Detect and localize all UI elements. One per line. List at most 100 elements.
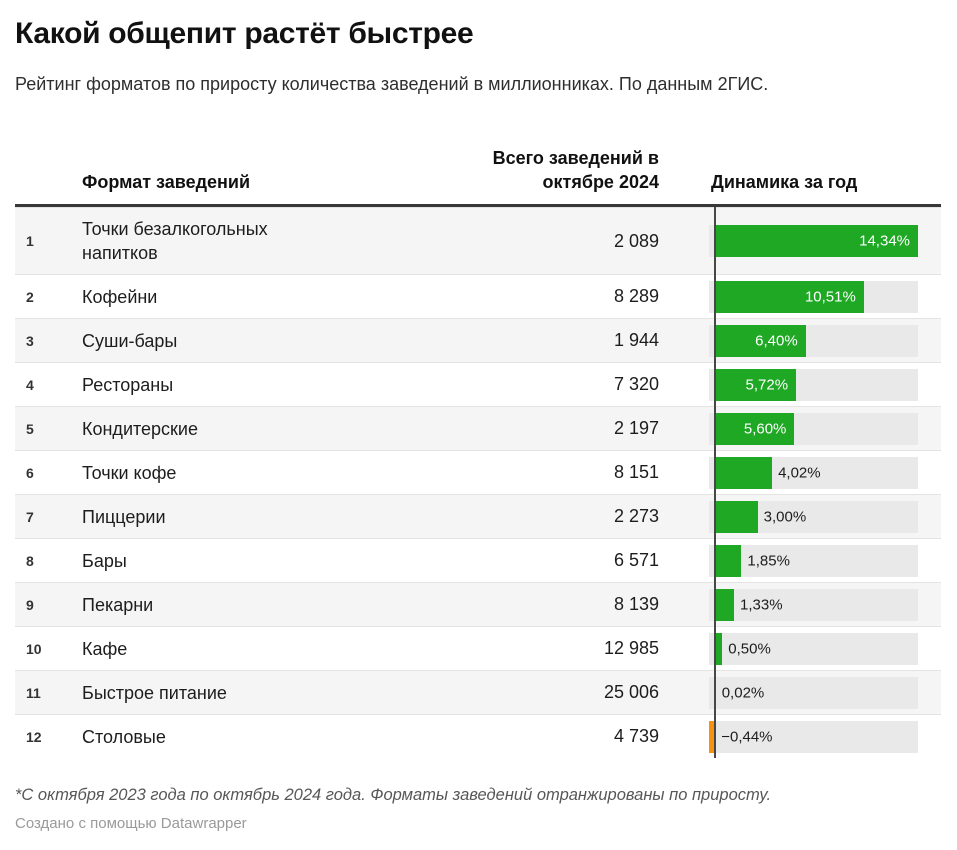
bar-cell: 0,50% bbox=[695, 627, 941, 670]
bar-track bbox=[709, 544, 918, 577]
bar bbox=[715, 324, 806, 357]
format-cell: Точки кофе bbox=[82, 462, 177, 483]
bar bbox=[709, 720, 716, 753]
footnote: *С октября 2023 года по октябрь 2024 год… bbox=[15, 786, 772, 804]
rank-cell: 2 bbox=[26, 288, 34, 305]
total-cell: 2 089 bbox=[613, 230, 659, 251]
bar bbox=[715, 500, 758, 533]
bar-cell: 0,02% bbox=[695, 671, 941, 714]
format-cell: Столовые bbox=[82, 726, 166, 747]
bar-cell: 10,51% bbox=[695, 275, 941, 318]
total-cell: 2 197 bbox=[613, 418, 659, 438]
bar bbox=[715, 225, 918, 257]
rank-cell: 3 bbox=[26, 332, 34, 349]
table-row: 5 Кондитерские 2 197 5,60% bbox=[15, 406, 941, 450]
total-cell: 8 139 bbox=[613, 594, 659, 614]
column-headers: Формат заведений Всего заведений в октяб… bbox=[15, 146, 941, 204]
total-cell: 7 320 bbox=[613, 374, 659, 394]
bar-value-label: 5,72% bbox=[745, 376, 789, 393]
bar-cell: 5,72% bbox=[695, 363, 941, 406]
rank-cell: 4 bbox=[26, 376, 34, 393]
format-cell: Пекарни bbox=[82, 594, 154, 615]
table-row: 11 Быстрое питание 25 006 0,02% bbox=[15, 670, 941, 714]
rank-cell: 5 bbox=[26, 420, 34, 437]
table-row: 1 Точки безалкогольных напитков 2 089 14… bbox=[15, 207, 941, 274]
format-cell: Кондитерские bbox=[82, 418, 198, 439]
rank-cell: 12 bbox=[26, 728, 42, 745]
total-cell: 8 289 bbox=[613, 286, 659, 306]
header-rule bbox=[15, 204, 941, 207]
column-header-dynamics: Динамика за год bbox=[711, 172, 858, 192]
bar-cell: 6,40% bbox=[695, 319, 941, 362]
format-cell: Быстрое питание bbox=[82, 682, 227, 703]
format-cell: Рестораны bbox=[82, 374, 174, 395]
rank-cell: 6 bbox=[26, 464, 34, 481]
table-row: 9 Пекарни 8 139 1,33% bbox=[15, 582, 941, 626]
format-cell: Суши-бары bbox=[82, 330, 178, 351]
total-cell: 1 944 bbox=[613, 330, 659, 350]
column-header-total: Всего заведений в октябре 2024 bbox=[492, 148, 659, 192]
total-cell: 12 985 bbox=[603, 638, 659, 658]
bar bbox=[715, 412, 795, 445]
table-row: 3 Суши-бары 1 944 6,40% bbox=[15, 318, 941, 362]
total-cell: 6 571 bbox=[613, 550, 659, 570]
bar-value-label: 1,85% bbox=[747, 552, 790, 569]
table-row: 12 Столовые 4 739 −0,44% bbox=[15, 714, 941, 758]
bar-value-label: 0,02% bbox=[721, 684, 765, 701]
bar-cell: 5,60% bbox=[695, 407, 941, 450]
rank-cell: 11 bbox=[26, 684, 41, 701]
total-cell: 2 273 bbox=[613, 506, 659, 526]
chart-page: Какой общепит растёт быстрее Рейтинг фор… bbox=[15, 17, 941, 832]
page-subtitle: Рейтинг форматов по приросту количества … bbox=[15, 74, 769, 94]
bar-track bbox=[709, 720, 918, 753]
bar-track bbox=[709, 632, 918, 665]
bar bbox=[715, 456, 773, 489]
bar-cell: 14,34% bbox=[695, 208, 941, 274]
table-row: 7 Пиццерии 2 273 3,00% bbox=[15, 494, 941, 538]
table-row: 6 Точки кофе 8 151 4,02% bbox=[15, 450, 941, 494]
bar-cell: 3,00% bbox=[695, 495, 941, 538]
bar-cell: −0,44% bbox=[695, 715, 941, 758]
bar-value-label: −0,44% bbox=[721, 728, 773, 745]
bar-value-label: 14,34% bbox=[859, 232, 910, 250]
table-row: 2 Кофейни 8 289 10,51% bbox=[15, 274, 941, 318]
bar-cell: 4,02% bbox=[695, 451, 941, 494]
total-cell: 4 739 bbox=[613, 726, 659, 746]
bar-value-label: 0,50% bbox=[728, 640, 771, 657]
bar-value-label: 1,33% bbox=[740, 596, 783, 613]
rank-cell: 10 bbox=[26, 640, 42, 657]
bar-value-label: 4,02% bbox=[778, 464, 821, 481]
table-row: 4 Рестораны 7 320 5,72% bbox=[15, 362, 941, 406]
total-cell: 8 151 bbox=[613, 462, 659, 482]
bar bbox=[715, 588, 735, 621]
bar-track bbox=[709, 676, 918, 709]
bar bbox=[715, 280, 864, 313]
format-cell: Пиццерии bbox=[82, 506, 166, 527]
bar-value-label: 5,60% bbox=[743, 420, 787, 437]
table-row: 10 Кафе 12 985 0,50% bbox=[15, 626, 941, 670]
rank-cell: 9 bbox=[26, 596, 34, 613]
rank-cell: 1 bbox=[26, 233, 34, 249]
total-cell: 25 006 bbox=[603, 682, 659, 702]
format-cell: Кафе bbox=[82, 638, 128, 659]
bar bbox=[715, 368, 797, 401]
bar-cell: 1,33% bbox=[695, 583, 941, 626]
page-title: Какой общепит растёт быстрее bbox=[15, 17, 474, 50]
format-cell: Точки безалкогольных напитков bbox=[82, 219, 268, 263]
table-body: 1 Точки безалкогольных напитков 2 089 14… bbox=[15, 207, 941, 758]
rank-cell: 7 bbox=[26, 508, 34, 525]
datawrapper-credit: Создано с помощью Datawrapper bbox=[15, 815, 247, 832]
bar bbox=[715, 544, 742, 577]
bar-value-label: 6,40% bbox=[755, 332, 798, 349]
format-cell: Бары bbox=[82, 550, 127, 571]
table-row: 8 Бары 6 571 1,85% bbox=[15, 538, 941, 582]
rank-cell: 8 bbox=[26, 552, 34, 569]
bar-cell: 1,85% bbox=[695, 539, 941, 582]
zero-axis-line bbox=[714, 207, 717, 758]
bar-value-label: 3,00% bbox=[763, 508, 807, 525]
bar bbox=[715, 632, 723, 665]
column-header-format: Формат заведений bbox=[82, 172, 251, 192]
format-cell: Кофейни bbox=[82, 286, 158, 307]
bar-track bbox=[709, 588, 918, 621]
bar-value-label: 10,51% bbox=[804, 288, 856, 305]
